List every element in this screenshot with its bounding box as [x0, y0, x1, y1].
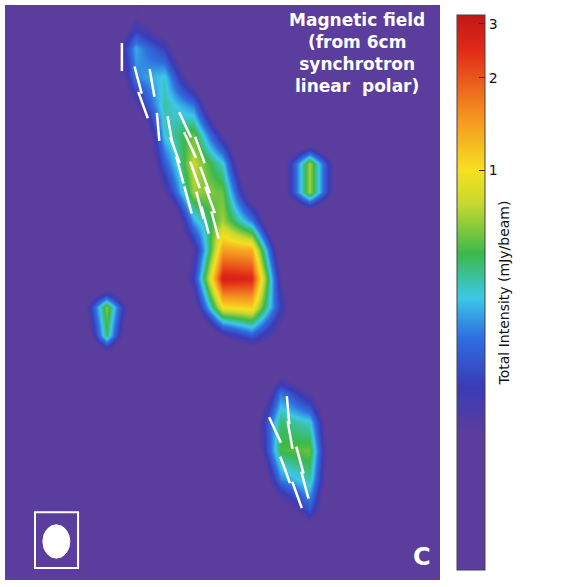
svg-text:C: C — [413, 543, 431, 571]
svg-text:Total Intensity (mJy/beam): Total Intensity (mJy/beam) — [496, 201, 512, 386]
svg-text:3: 3 — [489, 16, 498, 32]
svg-text:Magnetic field(from 6cmsynchro: Magnetic field(from 6cmsynchrotronlinear… — [289, 10, 425, 96]
svg-text:1: 1 — [489, 162, 498, 178]
svg-text:2: 2 — [489, 70, 498, 86]
